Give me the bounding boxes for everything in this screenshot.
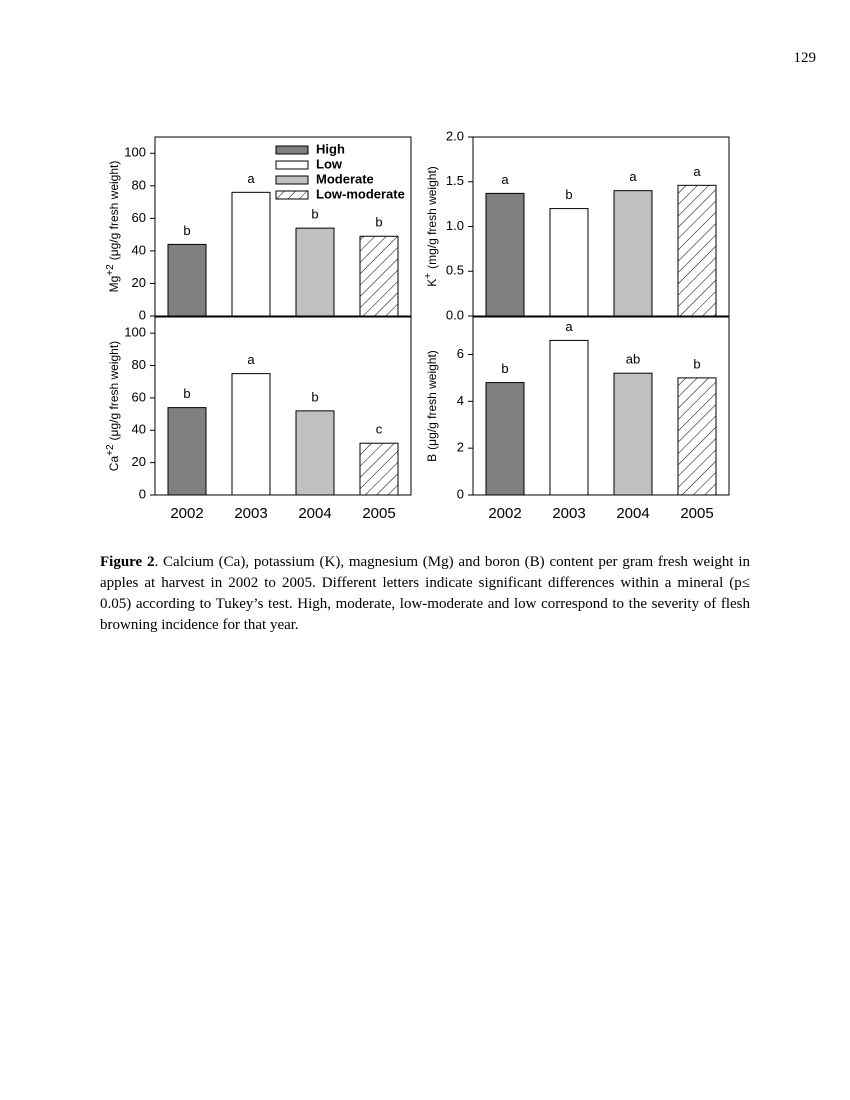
bar xyxy=(485,382,525,496)
y-tick-label: 1.0 xyxy=(446,218,464,233)
y-tick-label: 20 xyxy=(132,275,146,290)
significance-letter: a xyxy=(629,169,637,184)
y-tick-label: 0.0 xyxy=(446,307,464,322)
significance-letter: c xyxy=(376,422,383,437)
x-tick-label: 2002 xyxy=(170,505,203,522)
y-label-unit: (μg/g fresh weight) xyxy=(107,341,121,441)
y-tick-label: 6 xyxy=(457,346,464,361)
y-tick-label: 2.0 xyxy=(446,128,464,143)
bar xyxy=(295,227,335,317)
y-tick-label: 40 xyxy=(132,242,146,257)
bar xyxy=(167,407,207,496)
plot-frame xyxy=(472,136,730,317)
page-number: 129 xyxy=(793,50,817,66)
x-tick-label: 2004 xyxy=(298,505,331,522)
y-label-sup: + xyxy=(423,273,434,279)
significance-letter: a xyxy=(501,172,509,187)
x-tick-label: 2005 xyxy=(362,505,395,522)
y-label-unit: (μg/g fresh weight) xyxy=(425,350,439,450)
bar xyxy=(549,208,589,317)
caption-text: . Calcium (Ca), potassium (K), magnesium… xyxy=(100,554,750,633)
x-tick-label: 2002 xyxy=(488,505,521,522)
y-tick-label: 0 xyxy=(139,486,146,501)
y-axis-label: K+ (mg/g fresh weight) xyxy=(423,166,440,287)
legend-swatch xyxy=(275,160,309,170)
significance-letter: a xyxy=(693,164,701,179)
bar xyxy=(231,373,271,496)
bar xyxy=(295,410,335,496)
legend-label: Low xyxy=(316,156,343,171)
significance-letter: a xyxy=(247,171,255,186)
y-tick-label: 2 xyxy=(457,440,464,455)
plot-frame xyxy=(154,316,412,496)
y-label-base: Ca xyxy=(107,456,121,472)
bar xyxy=(167,243,207,317)
y-tick-label: 80 xyxy=(132,357,146,372)
y-tick-label: 100 xyxy=(124,325,146,340)
significance-letter: b xyxy=(311,389,318,404)
legend-swatch xyxy=(275,190,309,200)
significance-letter: a xyxy=(565,319,573,334)
y-label-base: K xyxy=(425,279,439,287)
y-tick-label: 60 xyxy=(132,389,146,404)
significance-letter: b xyxy=(311,207,318,222)
y-tick-label: 60 xyxy=(132,210,146,225)
y-label-base: B xyxy=(425,454,439,462)
bar xyxy=(677,377,717,496)
y-tick-label: 20 xyxy=(132,454,146,469)
y-tick-label: 100 xyxy=(124,145,146,160)
legend-swatch xyxy=(275,175,309,185)
significance-letter: ab xyxy=(626,352,640,367)
bar xyxy=(613,190,653,317)
y-label-unit: (mg/g fresh weight) xyxy=(425,166,439,269)
y-tick-label: 1.5 xyxy=(446,173,464,188)
y-tick-label: 4 xyxy=(457,393,464,408)
plot-frame xyxy=(472,316,730,496)
x-tick-label: 2003 xyxy=(552,505,585,522)
caption-label: Figure 2 xyxy=(100,554,155,570)
y-tick-label: 80 xyxy=(132,177,146,192)
y-tick-label: 0 xyxy=(139,307,146,322)
y-label-sup: +2 xyxy=(105,264,116,276)
significance-letter: b xyxy=(693,356,700,371)
y-tick-label: 40 xyxy=(132,422,146,437)
y-tick-label: 0.5 xyxy=(446,263,464,278)
y-label-base: Mg xyxy=(107,276,121,293)
bar xyxy=(359,235,399,317)
significance-letter: b xyxy=(183,223,190,238)
legend-label: Moderate xyxy=(316,171,374,186)
x-tick-label: 2005 xyxy=(680,505,713,522)
bar xyxy=(485,192,525,317)
significance-letter: a xyxy=(247,352,255,367)
y-axis-label: Mg+2 (μg/g fresh weight) xyxy=(105,161,122,293)
x-tick-label: 2004 xyxy=(616,505,649,522)
y-label-sup: +2 xyxy=(105,444,116,456)
y-label-unit: (μg/g fresh weight) xyxy=(107,161,121,261)
bar xyxy=(549,339,589,496)
y-tick-label: 0 xyxy=(457,486,464,501)
bar xyxy=(677,184,717,317)
significance-letter: b xyxy=(501,361,508,376)
y-axis-label: B (μg/g fresh weight) xyxy=(425,350,439,462)
significance-letter: b xyxy=(375,215,382,230)
x-tick-label: 2003 xyxy=(234,505,267,522)
caption: Figure 2. Calcium (Ca), potassium (K), m… xyxy=(100,552,750,636)
significance-letter: b xyxy=(565,187,572,202)
significance-letter: b xyxy=(183,386,190,401)
bar xyxy=(231,191,271,317)
bar xyxy=(613,372,653,496)
plot-frame xyxy=(154,136,412,317)
legend-swatch xyxy=(275,145,309,155)
bar xyxy=(359,442,399,496)
legend-label: Low-moderate xyxy=(316,186,405,201)
y-axis-label: Ca+2 (μg/g fresh weight) xyxy=(105,341,122,471)
legend-label: High xyxy=(316,141,345,156)
